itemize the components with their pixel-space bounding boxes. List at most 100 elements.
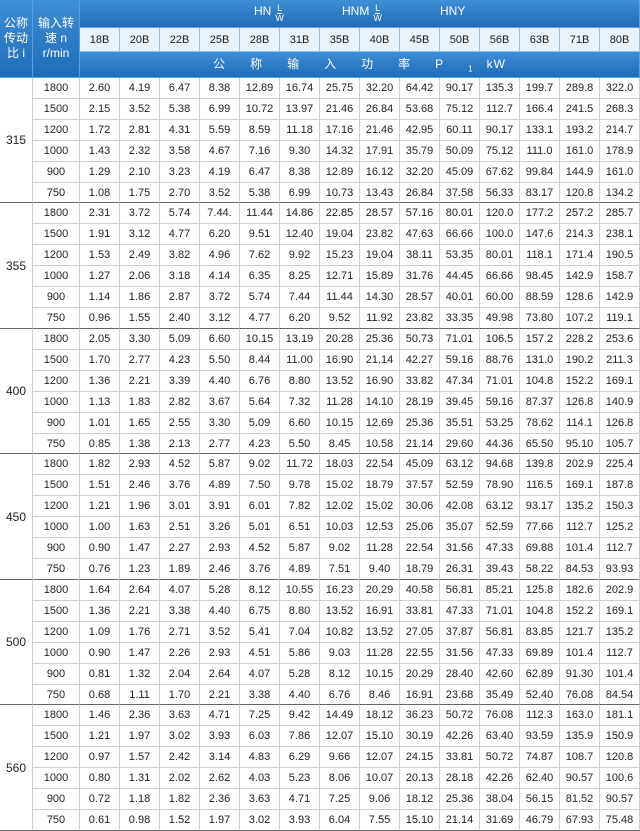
power-value: 4.83 bbox=[240, 747, 280, 769]
power-value: 1.01 bbox=[80, 412, 120, 434]
power-value: 8.12 bbox=[320, 663, 360, 685]
power-value: 119.1 bbox=[600, 308, 640, 329]
power-value: 5.23 bbox=[280, 768, 320, 790]
power-value: 199.7 bbox=[520, 78, 560, 99]
speed: 1200 bbox=[33, 621, 80, 643]
power-value: 40.01 bbox=[440, 287, 480, 309]
power-value: 10.15 bbox=[240, 328, 280, 350]
power-value: 46.79 bbox=[520, 810, 560, 831]
power-value: 56.15 bbox=[520, 789, 560, 811]
power-value: 84.54 bbox=[600, 684, 640, 706]
power-value: 108.7 bbox=[560, 747, 600, 769]
size-header: 45B bbox=[400, 28, 440, 52]
power-value: 169.1 bbox=[600, 370, 640, 392]
power-value: 6.20 bbox=[280, 308, 320, 329]
power-value: 1.36 bbox=[80, 600, 120, 622]
power-value: 10.07 bbox=[360, 768, 400, 790]
power-value: 6.03 bbox=[240, 726, 280, 748]
power-value: 3.12 bbox=[200, 308, 240, 329]
power-value: 2.04 bbox=[160, 663, 200, 685]
speed: 750 bbox=[33, 684, 80, 706]
power-value: 171.4 bbox=[560, 245, 600, 267]
power-value: 2.21 bbox=[200, 684, 240, 706]
fraction-den: W bbox=[373, 13, 382, 23]
power-value: 9.78 bbox=[280, 475, 320, 497]
power-value: 42.26 bbox=[440, 726, 480, 748]
power-value: 4.03 bbox=[240, 768, 280, 790]
power-value: 19.04 bbox=[320, 224, 360, 246]
power-value: 31.56 bbox=[440, 538, 480, 560]
power-value: 1.83 bbox=[120, 391, 160, 413]
power-value: 4.19 bbox=[120, 78, 160, 99]
power-value: 166.4 bbox=[520, 98, 560, 120]
power-value: 112.7 bbox=[560, 517, 600, 539]
power-value: 94.68 bbox=[480, 454, 520, 476]
power-value: 9.51 bbox=[240, 224, 280, 246]
power-value: 257.2 bbox=[560, 203, 600, 225]
power-value: 7.44. bbox=[200, 203, 240, 225]
power-value: 2.31 bbox=[80, 203, 120, 225]
power-value: 39.45 bbox=[440, 391, 480, 413]
power-value: 49.98 bbox=[480, 308, 520, 329]
power-value: 2.36 bbox=[120, 705, 160, 727]
power-value: 52.59 bbox=[480, 517, 520, 539]
speed: 1800 bbox=[33, 705, 80, 727]
speed: 1800 bbox=[33, 579, 80, 601]
power-value: 214.3 bbox=[560, 224, 600, 246]
power-value: 3.52 bbox=[120, 98, 160, 120]
power-value: 7.25 bbox=[240, 705, 280, 727]
power-value: 6.76 bbox=[320, 684, 360, 706]
power-value: 15.10 bbox=[360, 726, 400, 748]
power-value: 15.02 bbox=[320, 475, 360, 497]
ratio-header-line: 公称 bbox=[3, 16, 28, 30]
power-value: 93.17 bbox=[520, 496, 560, 518]
power-value: 289.8 bbox=[560, 78, 600, 99]
power-value: 30.19 bbox=[400, 726, 440, 748]
power-value: 21.14 bbox=[360, 349, 400, 371]
power-value: 5.86 bbox=[280, 642, 320, 664]
power-value: 116.5 bbox=[520, 475, 560, 497]
power-value: 9.42 bbox=[280, 705, 320, 727]
power-value: 238.1 bbox=[600, 224, 640, 246]
power-value: 12.69 bbox=[360, 412, 400, 434]
power-value: 32.20 bbox=[360, 78, 400, 99]
power-value: 78.90 bbox=[480, 475, 520, 497]
power-value: 16.12 bbox=[360, 161, 400, 183]
power-value: 2.15 bbox=[80, 98, 120, 120]
power-value: 120.8 bbox=[600, 747, 640, 769]
power-value: 2.77 bbox=[200, 433, 240, 455]
power-value: 12.40 bbox=[280, 224, 320, 246]
power-value: 9.66 bbox=[320, 747, 360, 769]
power-value: 8.06 bbox=[320, 768, 360, 790]
power-value: 3.12 bbox=[120, 224, 160, 246]
power-value: 2.87 bbox=[160, 287, 200, 309]
power-value: 4.71 bbox=[280, 789, 320, 811]
power-value: 75.12 bbox=[440, 98, 480, 120]
ratio: 560 bbox=[0, 705, 33, 831]
power-value: 1.14 bbox=[80, 287, 120, 309]
size-header: 20B bbox=[120, 28, 160, 52]
power-value: 52.40 bbox=[520, 684, 560, 706]
power-value: 125.2 bbox=[600, 517, 640, 539]
power-value: 64.42 bbox=[400, 78, 440, 99]
power-value: 6.51 bbox=[280, 517, 320, 539]
power-value: 0.76 bbox=[80, 559, 120, 580]
power-value: 1.57 bbox=[120, 747, 160, 769]
power-value: 11.28 bbox=[360, 642, 400, 664]
power-value: 52.59 bbox=[440, 475, 480, 497]
power-value: 2.82 bbox=[160, 391, 200, 413]
power-value: 2.13 bbox=[160, 433, 200, 455]
power-value: 10.15 bbox=[320, 412, 360, 434]
power-value: 211.3 bbox=[600, 349, 640, 371]
power-value: 37.58 bbox=[440, 182, 480, 204]
power-value: 90.17 bbox=[480, 119, 520, 141]
power-value: 75.48 bbox=[600, 810, 640, 831]
power-value: 1.52 bbox=[160, 810, 200, 831]
power-value: 15.89 bbox=[360, 266, 400, 288]
power-value: 4.40 bbox=[200, 370, 240, 392]
power-value: 1.27 bbox=[80, 266, 120, 288]
power-value: 6.01 bbox=[240, 496, 280, 518]
power-value: 16.23 bbox=[320, 579, 360, 601]
power-value: 5.38 bbox=[240, 182, 280, 204]
power-value: 76.08 bbox=[560, 684, 600, 706]
